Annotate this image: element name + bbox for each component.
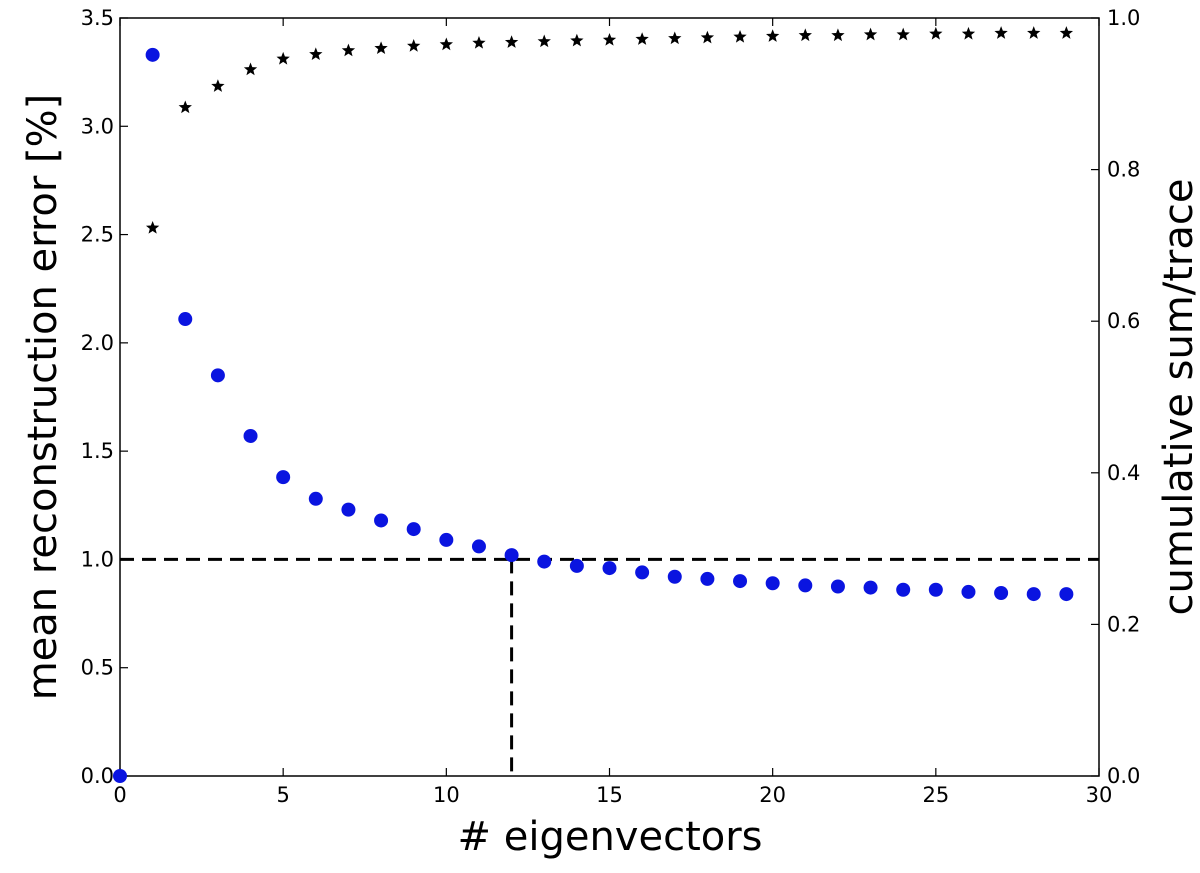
error-point: [276, 470, 291, 485]
plot-frame: [119, 17, 1100, 777]
y-tick-label: 2.0: [81, 331, 114, 355]
error-point: [243, 428, 258, 443]
cumulative-point: [929, 26, 943, 40]
y2-axis-label: cumulative sum/trace: [1156, 179, 1200, 616]
cumulative-point: [863, 27, 878, 41]
error-point: [471, 539, 486, 554]
cumulative-point: [961, 26, 976, 40]
cumulative-point: [243, 62, 258, 76]
y-tick-label: 3.5: [81, 6, 114, 30]
x-tick-label: 15: [596, 783, 623, 807]
cumulative-point: [700, 30, 715, 44]
x-axis-label: # eigenvectors: [457, 814, 762, 860]
y-tick-label: 3.0: [81, 114, 114, 138]
cumulative-point: [570, 33, 584, 47]
y-axis-label: mean reconstruction error [%]: [20, 94, 66, 701]
error-point: [928, 582, 943, 597]
error-point: [733, 574, 748, 589]
error-point: [700, 571, 715, 586]
error-point: [1059, 587, 1074, 602]
error-point: [145, 47, 160, 62]
y-tick-label: 0.5: [81, 656, 114, 680]
reference-lines: [120, 557, 1099, 776]
cumulative-point: [733, 29, 747, 43]
cumulative-point: [1027, 26, 1041, 39]
x-tick-label: 20: [759, 783, 786, 807]
error-point: [667, 569, 682, 584]
ticks-layer: 0 5 10 15 20 25 300.00.51.01.52.02.53.03.50.00…: [81, 6, 1141, 807]
error-point: [1026, 587, 1041, 602]
cumulative-point: [896, 27, 910, 41]
cumulative-point: [1059, 26, 1074, 39]
x-tick-label: 25: [922, 783, 949, 807]
error-point: [374, 513, 389, 528]
cumulative-point: [537, 34, 551, 48]
cumulative-point: [341, 43, 356, 57]
error-point: [569, 558, 584, 573]
cumulative-point: [211, 79, 225, 92]
y2-tick-label: 0.8: [1107, 158, 1140, 182]
cumulative-point: [145, 220, 160, 234]
y2-tick-label: 0.4: [1107, 461, 1140, 485]
x-tick-label: 10: [433, 783, 460, 807]
error-point: [863, 580, 878, 595]
cumulative-point: [766, 29, 780, 42]
error-point: [961, 584, 976, 599]
error-point: [504, 548, 519, 563]
cumulative-point: [178, 100, 192, 114]
y2-tick-label: 0.0: [1107, 764, 1140, 788]
cumulative-point: [374, 41, 388, 54]
cumulative-point: [831, 28, 845, 42]
error-point: [635, 565, 650, 580]
cumulative-point: [472, 36, 486, 49]
error-point: [406, 522, 421, 537]
x-tick-label: 0: [113, 783, 126, 807]
cumulative-point: [602, 32, 617, 46]
error-series: [113, 47, 1074, 783]
error-point: [308, 491, 323, 506]
y-tick-label: 2.5: [81, 223, 114, 247]
x-tick-label: 30: [1086, 783, 1113, 807]
error-point: [439, 532, 454, 547]
cumulative-point: [309, 47, 323, 61]
cumulative-point: [439, 37, 453, 51]
cumulative-point: [407, 39, 421, 52]
error-point: [994, 585, 1009, 600]
y2-tick-label: 0.2: [1107, 612, 1140, 636]
cumulative-point: [668, 31, 682, 45]
y2-tick-label: 1.0: [1107, 6, 1140, 30]
cumulative-point: [504, 35, 519, 48]
error-point: [341, 502, 356, 517]
error-point: [602, 561, 617, 576]
cumulative-point: [798, 28, 812, 42]
x-tick-label: 5: [276, 783, 289, 807]
cumulative-series: [145, 26, 1074, 234]
cumulative-point: [994, 26, 1008, 39]
error-point: [798, 578, 813, 593]
y2-tick-label: 0.6: [1107, 309, 1140, 333]
error-point: [830, 579, 845, 594]
error-point: [210, 368, 225, 383]
error-point: [537, 554, 552, 569]
error-point: [113, 769, 127, 783]
y-tick-label: 0.0: [81, 764, 114, 788]
cumulative-point: [276, 51, 290, 65]
y-tick-label: 1.0: [81, 547, 114, 571]
cumulative-point: [635, 32, 649, 45]
error-point: [178, 312, 193, 327]
error-point: [765, 576, 780, 591]
error-point: [896, 582, 911, 597]
y-tick-label: 1.5: [81, 439, 114, 463]
